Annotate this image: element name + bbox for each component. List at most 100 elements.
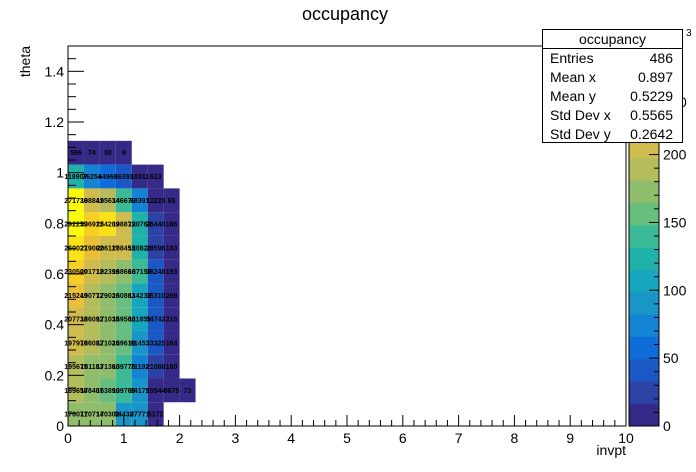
cell-label: 149610 bbox=[112, 340, 135, 347]
heatmap-cell bbox=[99, 259, 116, 284]
heatmap-cell bbox=[131, 164, 148, 189]
heatmap-cell bbox=[131, 188, 148, 213]
cell-label: 164 bbox=[166, 340, 178, 347]
heatmap-cell bbox=[163, 235, 180, 260]
x-tick-label: 4 bbox=[287, 430, 295, 446]
cell-label: 215 bbox=[166, 317, 178, 324]
cell-label: 219002 bbox=[80, 245, 103, 252]
heatmap-cell bbox=[115, 259, 132, 284]
cell-label: 139763 bbox=[112, 388, 135, 395]
stats-row-mean-x: Mean x 0.897 bbox=[543, 68, 682, 87]
cell-label: 186 bbox=[166, 222, 178, 229]
heatmap-cell bbox=[83, 283, 100, 308]
y-tick-label: 0.6 bbox=[45, 266, 65, 282]
cell-label: 178407 bbox=[80, 388, 103, 395]
palette-tick-label: 50 bbox=[663, 350, 679, 366]
cell-label: 254209 bbox=[96, 222, 119, 229]
stats-value: 0.5229 bbox=[630, 88, 673, 104]
heatmap-cell bbox=[99, 212, 116, 236]
heatmap-cell bbox=[131, 235, 148, 260]
palette-axis: 0 50 100 150 200 3 0 bbox=[649, 28, 692, 434]
heatmap-cell bbox=[83, 164, 100, 189]
cell-label: 192399 bbox=[96, 269, 119, 276]
heatmap-cell bbox=[163, 330, 180, 355]
heatmap-cell bbox=[83, 259, 100, 284]
heatmap-cell bbox=[115, 378, 132, 403]
cell-label: 201712 bbox=[80, 269, 103, 276]
cell-label: 12225 bbox=[146, 198, 166, 205]
heatmap-cell bbox=[147, 212, 164, 236]
heatmap-cell bbox=[131, 354, 148, 379]
cell-label: 195675 bbox=[64, 364, 87, 371]
chart-title: occupancy bbox=[302, 4, 388, 24]
cell-label: 198879 bbox=[112, 222, 135, 229]
palette-tick-label: 0 bbox=[679, 94, 687, 110]
cell-label: 179026 bbox=[96, 293, 119, 300]
palette-exponent-label: 3 bbox=[686, 28, 692, 39]
heatmap-cell bbox=[131, 283, 148, 308]
heatmap-cell bbox=[83, 354, 100, 379]
y-tick-label: 1.4 bbox=[45, 63, 65, 79]
heatmap-cell bbox=[68, 402, 84, 426]
heatmap-cell bbox=[68, 235, 84, 260]
cell-label: 34742 bbox=[146, 317, 166, 324]
x-tick-label: 1 bbox=[120, 430, 128, 446]
y-tick-label: 1.2 bbox=[45, 114, 65, 130]
heatmap-cell bbox=[147, 259, 164, 284]
heatmap-cell bbox=[115, 354, 132, 379]
heatmap-cell bbox=[115, 212, 132, 236]
heatmap-cell bbox=[131, 212, 148, 236]
stats-label: Std Dev y bbox=[550, 126, 611, 142]
heatmap-cell bbox=[147, 188, 164, 213]
x-axis-label: invpt bbox=[596, 442, 626, 458]
cell-label: 613 bbox=[150, 174, 162, 181]
stats-title: occupancy bbox=[543, 30, 682, 49]
cell-label: 68391 bbox=[130, 198, 150, 205]
cell-label: 9 bbox=[122, 150, 126, 157]
x-tick-label: 9 bbox=[566, 430, 574, 446]
cell-label: 181183 bbox=[80, 364, 103, 371]
cell-label: 260027 bbox=[64, 245, 87, 252]
heatmap-cells bbox=[68, 140, 196, 426]
x-tick-label: 7 bbox=[455, 430, 463, 446]
cell-label: 10311 bbox=[130, 174, 149, 181]
stats-row-entries: Entries 486 bbox=[543, 49, 682, 68]
cell-label: 271736 bbox=[64, 198, 87, 205]
heatmap-cell bbox=[68, 188, 84, 213]
heatmap-cell bbox=[163, 307, 180, 331]
cell-label: 160 bbox=[166, 364, 178, 371]
y-tick-label: 0.2 bbox=[45, 367, 65, 383]
cell-label: 189658 bbox=[64, 388, 87, 395]
cell-label: 208455 bbox=[112, 245, 135, 252]
stats-box: occupancy Entries 486 Mean x 0.897 Mean … bbox=[542, 29, 683, 143]
cell-label: 33325 bbox=[146, 340, 166, 347]
x-axis: 0 1 2 3 4 5 6 7 8 9 10 bbox=[64, 415, 634, 446]
palette-swatch bbox=[629, 247, 659, 271]
stats-label: Std Dev x bbox=[550, 107, 611, 123]
cell-label: 36248 bbox=[146, 269, 166, 276]
cell-label: 190772 bbox=[80, 293, 103, 300]
heatmap-cell bbox=[115, 330, 132, 355]
heatmap-cell bbox=[83, 307, 100, 331]
heatmap-cell bbox=[163, 259, 180, 284]
cell-label: 149560 bbox=[112, 317, 135, 324]
heatmap-cell bbox=[147, 402, 164, 426]
cell-label: 114233 bbox=[128, 293, 151, 300]
palette-tick-label: 100 bbox=[663, 282, 687, 298]
cell-label: 30 bbox=[104, 150, 112, 157]
cell-label: 186082 bbox=[80, 340, 103, 347]
cell-label: 170302 bbox=[96, 412, 119, 419]
x-tick-label: 2 bbox=[176, 430, 184, 446]
heatmap-cell bbox=[131, 378, 148, 403]
stats-row-mean-y: Mean y 0.5229 bbox=[543, 87, 682, 106]
heatmap-cell bbox=[131, 259, 148, 284]
cell-label: 76254 bbox=[82, 174, 102, 181]
heatmap-cell bbox=[99, 378, 116, 403]
heatmap-cell bbox=[68, 212, 84, 236]
cell-label: 586 bbox=[70, 150, 82, 157]
heatmap-cell bbox=[147, 378, 164, 403]
heatmap-cell bbox=[68, 354, 84, 379]
palette-swatch bbox=[629, 291, 659, 315]
heatmap-cell bbox=[163, 378, 180, 403]
